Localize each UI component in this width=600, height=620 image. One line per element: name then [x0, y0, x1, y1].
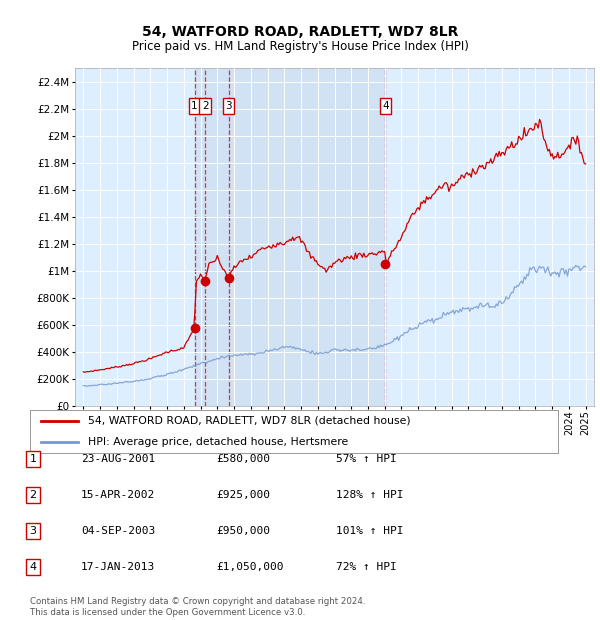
Text: £950,000: £950,000 [216, 526, 270, 536]
Text: 2: 2 [29, 490, 37, 500]
Text: 3: 3 [29, 526, 37, 536]
Text: 2: 2 [202, 101, 209, 111]
Text: HPI: Average price, detached house, Hertsmere: HPI: Average price, detached house, Hert… [88, 437, 349, 447]
Text: 128% ↑ HPI: 128% ↑ HPI [336, 490, 404, 500]
Text: 101% ↑ HPI: 101% ↑ HPI [336, 526, 404, 536]
Text: 72% ↑ HPI: 72% ↑ HPI [336, 562, 397, 572]
Text: Price paid vs. HM Land Registry's House Price Index (HPI): Price paid vs. HM Land Registry's House … [131, 40, 469, 53]
Bar [194, 68, 229, 406]
Text: 17-JAN-2013: 17-JAN-2013 [81, 562, 155, 572]
Text: 04-SEP-2003: 04-SEP-2003 [81, 526, 155, 536]
Text: Contains HM Land Registry data © Crown copyright and database right 2024.
This d: Contains HM Land Registry data © Crown c… [30, 598, 365, 617]
Bar [229, 68, 385, 406]
Text: 57% ↑ HPI: 57% ↑ HPI [336, 454, 397, 464]
Text: 54, WATFORD ROAD, RADLETT, WD7 8LR: 54, WATFORD ROAD, RADLETT, WD7 8LR [142, 25, 458, 39]
Text: 4: 4 [29, 562, 37, 572]
Text: 4: 4 [382, 101, 389, 111]
Text: £580,000: £580,000 [216, 454, 270, 464]
Text: 1: 1 [191, 101, 198, 111]
Text: £1,050,000: £1,050,000 [216, 562, 284, 572]
Text: 1: 1 [29, 454, 37, 464]
Text: 15-APR-2002: 15-APR-2002 [81, 490, 155, 500]
Text: £925,000: £925,000 [216, 490, 270, 500]
Text: 54, WATFORD ROAD, RADLETT, WD7 8LR (detached house): 54, WATFORD ROAD, RADLETT, WD7 8LR (deta… [88, 416, 411, 426]
Text: 23-AUG-2001: 23-AUG-2001 [81, 454, 155, 464]
Text: 3: 3 [225, 101, 232, 111]
